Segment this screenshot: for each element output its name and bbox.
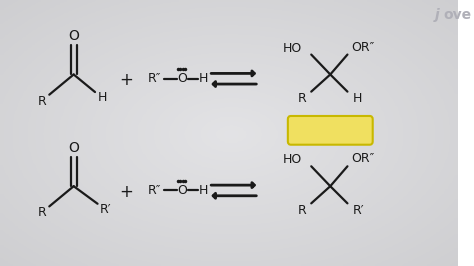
Text: Hemiacetal: Hemiacetal [291,124,370,137]
Text: R: R [38,95,46,107]
Text: H: H [353,92,362,105]
Text: HO: HO [283,153,302,167]
Text: OR″: OR″ [352,152,375,165]
Text: R: R [38,206,46,219]
Text: j: j [435,8,439,22]
Text: R′: R′ [100,203,111,216]
Text: O: O [68,141,79,155]
Text: OR″: OR″ [352,41,375,54]
Text: R″: R″ [147,184,161,197]
Text: H: H [199,72,209,85]
Text: +: + [119,71,133,89]
Text: R: R [297,204,306,217]
Text: ove: ove [443,8,471,22]
Text: H: H [98,91,107,104]
Text: O: O [68,29,79,43]
Text: R′: R′ [353,204,364,217]
Text: +: + [119,182,133,201]
Text: HO: HO [283,42,302,55]
FancyBboxPatch shape [288,116,373,145]
Text: H: H [199,184,209,197]
Text: R: R [297,92,306,105]
Text: O: O [177,72,187,85]
Text: R″: R″ [147,72,161,85]
Text: O: O [177,184,187,197]
